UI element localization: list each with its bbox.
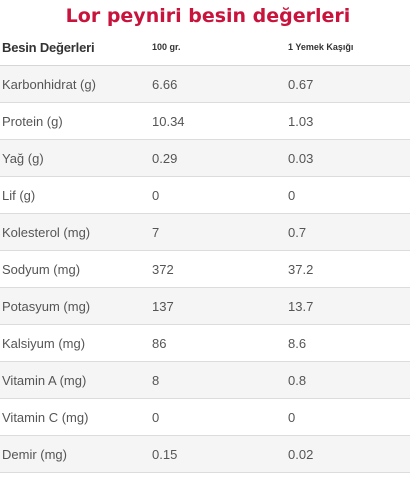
value-tablespoon: 0.8 xyxy=(288,372,307,388)
nutrient-name: Potasyum (mg) xyxy=(2,298,91,314)
nutrient-name: Vitamin A (mg) xyxy=(2,372,87,388)
value-tablespoon: 1.03 xyxy=(288,113,314,129)
table-row: Potasyum (mg) 137 13.7 xyxy=(0,288,410,325)
table-row: Sodyum (mg) 372 37.2 xyxy=(0,251,410,288)
nutrient-name: Sodyum (mg) xyxy=(2,261,81,277)
table-row: Vitamin A (mg) 8 0.8 xyxy=(0,362,410,399)
table-header: Besin Değerleri 100 gr. 1 Yemek Kaşığı xyxy=(0,29,410,66)
table-row: Demir (mg) 0.15 0.02 xyxy=(0,436,410,473)
value-100g: 10.34 xyxy=(152,113,185,129)
value-tablespoon: 0 xyxy=(288,187,296,203)
value-100g: 372 xyxy=(152,261,174,277)
value-100g: 6.66 xyxy=(152,76,178,92)
value-tablespoon: 13.7 xyxy=(288,298,314,314)
nutrient-name: Kalsiyum (mg) xyxy=(2,335,86,351)
nutrition-table: Besin Değerleri 100 gr. 1 Yemek Kaşığı K… xyxy=(0,29,410,473)
table-row: Kolesterol (mg) 7 0.7 xyxy=(0,214,410,251)
nutrient-name: Vitamin C (mg) xyxy=(2,409,89,425)
table-row: Yağ (g) 0.29 0.03 xyxy=(0,140,410,177)
table-row: Kalsiyum (mg) 86 8.6 xyxy=(0,325,410,362)
value-100g: 137 xyxy=(152,298,174,314)
value-tablespoon: 8.6 xyxy=(288,335,307,351)
page-title: Lor peyniri besin değerleri xyxy=(65,5,351,27)
value-tablespoon: 0 xyxy=(288,409,296,425)
header-nutrient: Besin Değerleri xyxy=(2,39,95,55)
value-100g: 86 xyxy=(152,335,167,351)
nutrient-name: Demir (mg) xyxy=(2,446,67,462)
header-per-tablespoon: 1 Yemek Kaşığı xyxy=(288,42,354,52)
nutrient-name: Karbonhidrat (g) xyxy=(2,76,96,92)
nutrient-name: Kolesterol (mg) xyxy=(2,224,91,240)
value-100g: 8 xyxy=(152,372,160,388)
nutrient-name: Yağ (g) xyxy=(2,150,44,166)
nutrient-name: Protein (g) xyxy=(2,113,63,129)
nutrient-name: Lif (g) xyxy=(2,187,36,203)
value-tablespoon: 0.7 xyxy=(288,224,307,240)
table-row: Lif (g) 0 0 xyxy=(0,177,410,214)
value-tablespoon: 0.67 xyxy=(288,76,314,92)
table-row: Karbonhidrat (g) 6.66 0.67 xyxy=(0,66,410,103)
value-100g: 7 xyxy=(152,224,160,240)
value-100g: 0 xyxy=(152,409,160,425)
value-tablespoon: 37.2 xyxy=(288,261,314,277)
table-row: Protein (g) 10.34 1.03 xyxy=(0,103,410,140)
value-100g: 0.15 xyxy=(152,446,178,462)
value-tablespoon: 0.03 xyxy=(288,150,314,166)
value-100g: 0.29 xyxy=(152,150,178,166)
header-per-100g: 100 gr. xyxy=(152,42,181,52)
value-tablespoon: 0.02 xyxy=(288,446,314,462)
table-row: Vitamin C (mg) 0 0 xyxy=(0,399,410,436)
value-100g: 0 xyxy=(152,187,160,203)
